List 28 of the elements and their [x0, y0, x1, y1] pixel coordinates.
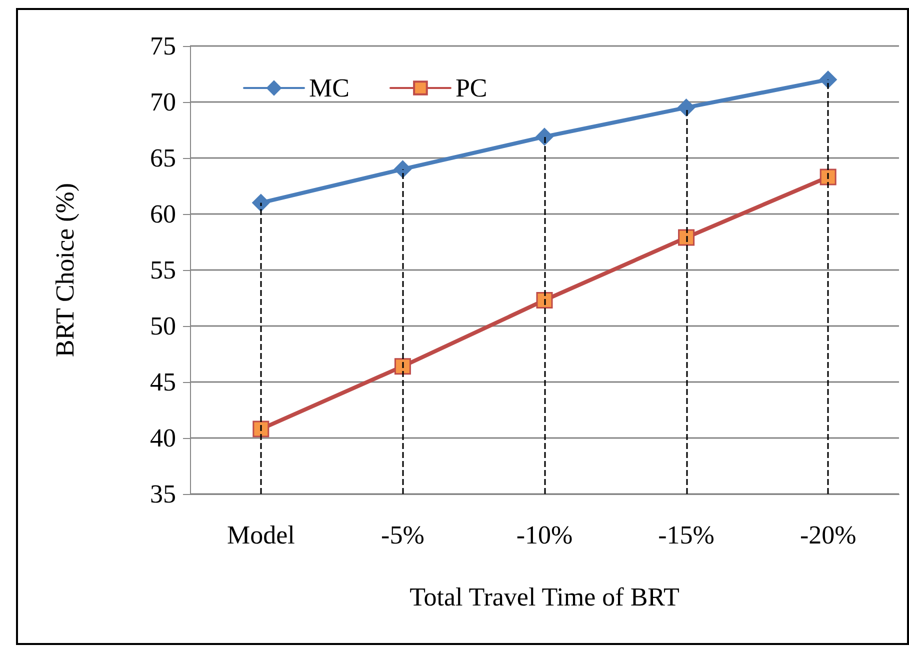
- point: [678, 229, 695, 246]
- point: [536, 292, 553, 308]
- y-tick-label: 60: [150, 200, 176, 228]
- point: [252, 420, 270, 438]
- y-tick-label: 50: [150, 312, 176, 340]
- point: [819, 70, 837, 88]
- y-tick-label: 35: [150, 480, 176, 508]
- x-tick-label: -10%: [516, 520, 573, 550]
- point: [394, 358, 411, 375]
- y-tick-label: 75: [150, 32, 176, 60]
- x-tick-label: -20%: [800, 520, 856, 550]
- y-tick-label: 40: [150, 424, 176, 452]
- x-tick-label: -15%: [658, 520, 714, 550]
- point: [678, 98, 696, 116]
- x-tick-label: -5%: [381, 520, 424, 550]
- legend-label: MC: [309, 74, 350, 102]
- legend-label: PC: [455, 74, 488, 102]
- y-tick-label: 65: [150, 144, 176, 172]
- y-tick-label: 70: [150, 88, 176, 116]
- x-tick-label: Model: [226, 520, 295, 550]
- point: [252, 194, 270, 212]
- point: [536, 128, 554, 146]
- y-axis-title: BRT Choice (%): [50, 182, 80, 358]
- y-tick-label: 45: [150, 368, 176, 396]
- point: [820, 168, 836, 186]
- x-axis-title: Total Travel Time of BRT: [410, 582, 680, 612]
- point: [394, 160, 412, 178]
- y-tick-label: 55: [150, 256, 176, 284]
